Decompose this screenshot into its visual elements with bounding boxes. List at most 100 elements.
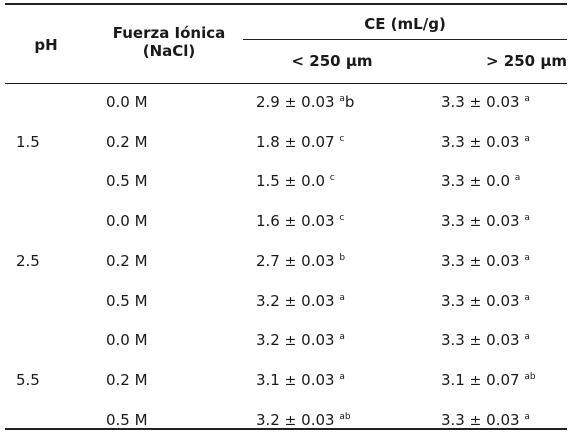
top-rule — [5, 3, 567, 5]
large-error: 0.03 — [486, 132, 520, 151]
plus-minus-sign: ± — [284, 333, 297, 350]
small-significance-letter: a — [339, 292, 345, 303]
large-mean: 3.3 — [441, 291, 465, 310]
small-mean: 2.7 — [256, 251, 280, 270]
small-error: 0.03 — [301, 251, 335, 270]
small-value-cell: 2.7 ± 0.03 b — [256, 252, 345, 271]
large-value-cell: 3.3 ± 0.03 a — [441, 331, 530, 350]
plus-minus-sign: ± — [284, 134, 297, 151]
large-value-cell: 3.1 ± 0.07 ab — [441, 371, 536, 390]
header-fuerza-ionica: Fuerza Iónica (NaCl) — [104, 24, 234, 60]
small-significance-letter: a — [339, 371, 345, 382]
large-significance-letter: ab — [524, 371, 536, 382]
large-significance-letter: a — [524, 133, 530, 144]
small-error: 0.03 — [301, 410, 335, 429]
large-significance-letter: a — [524, 411, 530, 422]
small-mean: 1.6 — [256, 212, 280, 231]
ph-value: 5.5 — [16, 370, 40, 389]
small-value-cell: 1.5 ± 0.0 c — [256, 172, 335, 191]
small-error: 0.03 — [301, 291, 335, 310]
plus-minus-sign: ± — [469, 214, 482, 231]
large-error: 0.03 — [486, 410, 520, 429]
header-large-particle: > 250 µm — [486, 52, 567, 70]
small-mean: 1.5 — [256, 172, 280, 191]
large-error: 0.0 — [486, 172, 511, 191]
small-mean: 3.2 — [256, 291, 280, 310]
header-fuerza-line1: Fuerza Iónica — [112, 24, 226, 42]
small-mean: 1.8 — [256, 132, 280, 151]
plus-minus-sign: ± — [469, 95, 482, 111]
small-error: 0.0 — [301, 172, 326, 191]
large-error: 0.03 — [486, 291, 520, 310]
large-mean: 3.3 — [441, 251, 465, 270]
large-significance-letter: a — [524, 213, 530, 224]
small-error: 0.07 — [301, 132, 335, 151]
plus-minus-sign: ± — [469, 372, 482, 389]
large-significance-letter: a — [524, 252, 530, 263]
large-error: 0.03 — [486, 212, 520, 231]
large-mean: 3.3 — [441, 212, 465, 231]
small-significance-suffix: b — [344, 93, 355, 111]
ionic-strength-value: 0.0 M — [106, 93, 148, 111]
small-significance-letter: ab — [339, 411, 351, 422]
plus-minus-sign: ± — [469, 174, 482, 191]
large-mean: 3.1 — [441, 370, 465, 389]
header-fuerza-line2: (NaCl) — [142, 42, 196, 60]
ph-value: 2.5 — [16, 251, 40, 270]
plus-minus-sign: ± — [284, 293, 297, 310]
ionic-strength-value: 0.2 M — [106, 370, 148, 389]
ionic-strength-value: 0.2 M — [106, 132, 148, 151]
small-error: 0.03 — [301, 370, 335, 389]
plus-minus-sign: ± — [469, 333, 482, 350]
large-significance-letter: a — [514, 173, 521, 184]
plus-minus-sign: ± — [284, 372, 297, 389]
ionic-strength-value: 0.5 M — [106, 410, 148, 429]
plus-minus-sign: ± — [469, 134, 482, 151]
header-rule — [5, 83, 567, 84]
large-value-cell: 3.3 ± 0.03 a — [441, 133, 530, 152]
plus-minus-sign: ± — [469, 253, 482, 270]
ionic-strength-value: 0.5 M — [106, 291, 148, 310]
small-value-cell: 3.2 ± 0.03 ab — [256, 411, 351, 430]
small-value-cell: 1.8 ± 0.07 c — [256, 133, 344, 152]
plus-minus-sign: ± — [284, 253, 297, 270]
plus-minus-sign: ± — [469, 293, 482, 310]
large-mean: 3.3 — [441, 132, 465, 151]
large-value-cell: 3.3 ± 0.0 a — [441, 172, 520, 191]
small-significance-letter: c — [339, 133, 345, 144]
small-value-cell: 3.1 ± 0.03 a — [256, 371, 345, 390]
small-significance-letter: c — [329, 173, 335, 184]
ph-value: 1.5 — [16, 132, 40, 151]
small-value-cell: 3.2 ± 0.03 a — [256, 331, 345, 350]
header-ce: CE (mL/g) — [364, 15, 446, 33]
large-value-cell: 3.3 ± 0.03 a — [441, 93, 530, 112]
small-significance-letter: c — [339, 213, 345, 224]
small-value-cell: 2.9 ± 0.03 ab — [256, 93, 354, 112]
small-error: 0.03 — [301, 331, 335, 350]
large-error: 0.07 — [486, 370, 520, 389]
large-mean: 3.3 — [441, 410, 465, 429]
small-mean: 3.2 — [256, 331, 280, 350]
ionic-strength-value: 0.2 M — [106, 251, 148, 270]
small-error: 0.03 — [301, 212, 335, 231]
small-mean: 3.1 — [256, 370, 280, 389]
ionic-strength-value: 0.0 M — [106, 212, 148, 231]
large-value-cell: 3.3 ± 0.03 a — [441, 252, 530, 271]
large-error: 0.03 — [486, 93, 520, 111]
large-significance-letter: a — [524, 332, 530, 343]
header-small-particle: < 250 µm — [291, 52, 373, 70]
small-significance-letter: a — [339, 94, 345, 104]
large-error: 0.03 — [486, 331, 520, 350]
ce-rule — [243, 39, 567, 40]
plus-minus-sign: ± — [284, 214, 297, 231]
large-mean: 3.3 — [441, 172, 465, 191]
small-mean: 2.9 — [256, 93, 280, 111]
large-significance-letter: a — [524, 292, 530, 303]
header-ph: pH — [34, 36, 58, 54]
plus-minus-sign: ± — [284, 412, 297, 429]
plus-minus-sign: ± — [284, 174, 297, 191]
large-error: 0.03 — [486, 251, 520, 270]
large-value-cell: 3.3 ± 0.03 a — [441, 212, 530, 231]
ionic-strength-value: 0.5 M — [106, 172, 148, 191]
small-value-cell: 3.2 ± 0.03 a — [256, 292, 345, 311]
